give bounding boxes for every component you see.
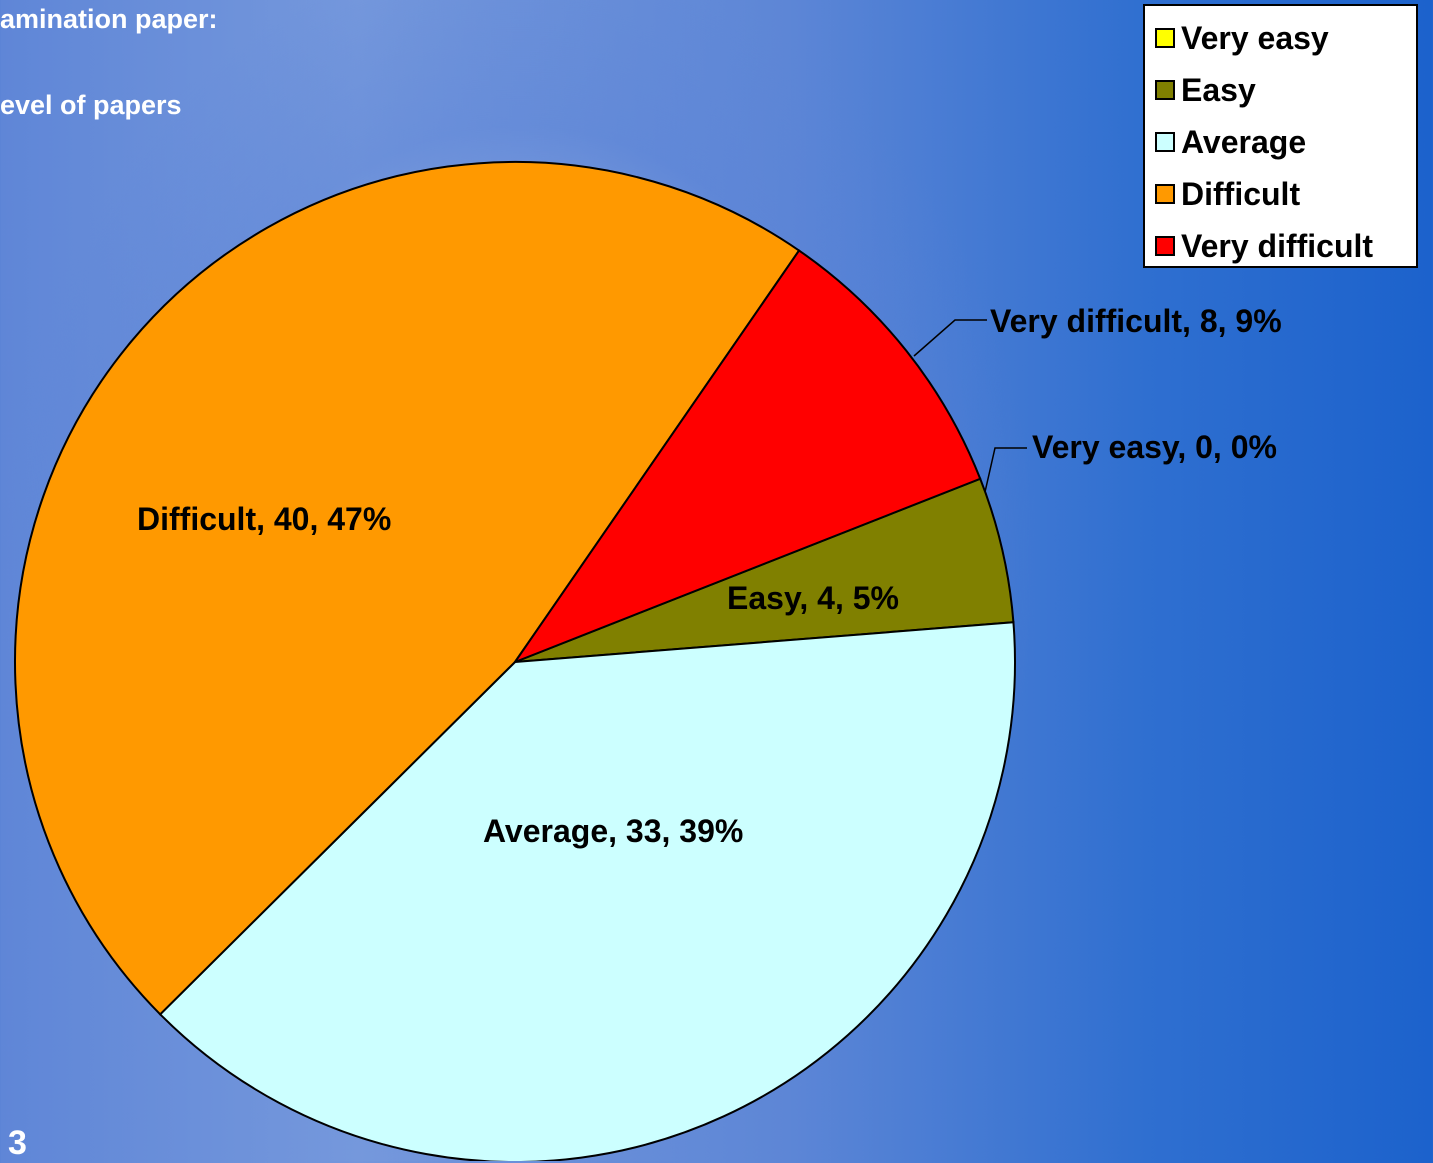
legend-item-difficult: Difficult <box>1145 168 1416 220</box>
legend-item-average: Average <box>1145 116 1416 168</box>
legend-label-very-difficult: Very difficult <box>1181 227 1374 264</box>
leader-line-very-easy <box>984 447 1027 493</box>
chart-legend: Very easy Easy Average Difficult Very di… <box>1143 4 1418 268</box>
slide-title-line1: amination paper: <box>0 4 218 34</box>
slice-label-very-easy: Very easy, 0, 0% <box>1032 429 1277 465</box>
leader-line-very-difficult <box>913 319 987 357</box>
legend-item-very-easy: Very easy <box>1145 12 1416 64</box>
slice-label-easy: Easy, 4, 5% <box>727 580 899 616</box>
slide-title-line2: evel of papers <box>0 90 182 120</box>
pie-slices <box>14 161 1016 1161</box>
pie-slice-average <box>158 621 1016 1161</box>
legend-label-average: Average <box>1181 123 1307 160</box>
slide-number: 3 <box>8 1124 27 1162</box>
legend-label-easy: Easy <box>1181 71 1256 108</box>
slice-label-very-difficult: Very difficult, 8, 9% <box>990 303 1282 339</box>
legend-label-very-easy: Very easy <box>1181 19 1329 56</box>
legend-swatch-difficult <box>1155 184 1175 204</box>
legend-swatch-very-difficult <box>1155 236 1175 256</box>
legend-swatch-easy <box>1155 80 1175 100</box>
slice-label-difficult: Difficult, 40, 47% <box>137 501 391 537</box>
legend-swatch-very-easy <box>1155 28 1175 48</box>
legend-swatch-average <box>1155 132 1175 152</box>
slice-labels: Very easy, 0, 0% Easy, 4, 5% Average, 33… <box>137 303 1282 849</box>
pie-slice-difficult <box>14 161 801 1016</box>
slice-label-average: Average, 33, 39% <box>483 813 743 849</box>
leader-lines <box>913 319 1027 493</box>
legend-item-easy: Easy <box>1145 64 1416 116</box>
pie-slice-very-difficult <box>512 249 982 665</box>
legend-item-very-difficult: Very difficult <box>1145 220 1416 272</box>
legend-label-difficult: Difficult <box>1181 175 1301 212</box>
